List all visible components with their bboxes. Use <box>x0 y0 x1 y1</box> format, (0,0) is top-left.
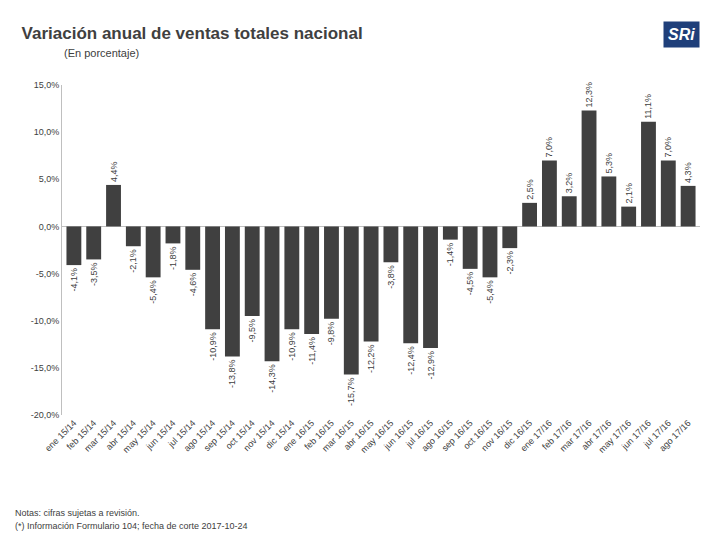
svg-text:-12,4%: -12,4% <box>406 346 416 375</box>
svg-text:-20,0%: -20,0% <box>31 410 60 420</box>
svg-text:-3,8%: -3,8% <box>386 265 396 289</box>
svg-text:5,0%: 5,0% <box>39 174 60 184</box>
svg-text:-15,0%: -15,0% <box>31 363 60 373</box>
svg-text:oct 16/15: oct 16/15 <box>461 418 494 451</box>
svg-text:-12,9%: -12,9% <box>426 351 436 380</box>
svg-text:-9,8%: -9,8% <box>326 322 336 346</box>
svg-text:sep 15/14: sep 15/14 <box>202 418 237 453</box>
svg-text:10,0%: 10,0% <box>34 127 60 137</box>
svg-text:mar 17/16: mar 17/16 <box>558 418 594 454</box>
svg-text:-4,6%: -4,6% <box>188 273 198 297</box>
svg-text:may 16/15: may 16/15 <box>359 418 396 455</box>
svg-text:-4,5%: -4,5% <box>465 272 475 296</box>
svg-text:11,1%: 11,1% <box>643 94 653 119</box>
svg-text:jun 16/15: jun 16/15 <box>381 418 415 452</box>
svg-text:SRi: SRi <box>668 26 695 43</box>
svg-text:feb 15/14: feb 15/14 <box>65 418 99 452</box>
svg-text:Notas: cifras sujetas a revisi: Notas: cifras sujetas a revisión. <box>15 508 140 518</box>
svg-text:15,0%: 15,0% <box>34 80 60 90</box>
svg-text:-11,4%: -11,4% <box>307 337 317 365</box>
svg-text:ago 17/16: ago 17/16 <box>657 418 692 453</box>
svg-text:-1,8%: -1,8% <box>168 246 178 270</box>
svg-text:abr 15/14: abr 15/14 <box>104 418 138 452</box>
svg-text:may 17/16: may 17/16 <box>596 418 633 455</box>
svg-text:dic 15/14: dic 15/14 <box>264 418 297 451</box>
svg-text:jul 15/14: jul 15/14 <box>166 418 198 450</box>
svg-text:4,3%: 4,3% <box>683 162 693 183</box>
svg-text:jul 17/16: jul 17/16 <box>641 418 673 450</box>
svg-text:nov 16/15: nov 16/15 <box>479 418 514 453</box>
svg-text:ene 16/15: ene 16/15 <box>281 418 316 453</box>
svg-text:-3,5%: -3,5% <box>89 262 99 286</box>
svg-text:-12,2%: -12,2% <box>366 344 376 373</box>
svg-text:-2,1%: -2,1% <box>128 249 138 273</box>
svg-text:-9,5%: -9,5% <box>247 319 257 343</box>
svg-text:5,3%: 5,3% <box>604 153 614 174</box>
svg-text:2,5%: 2,5% <box>525 179 535 200</box>
svg-text:-10,0%: -10,0% <box>31 316 60 326</box>
svg-text:oct 15/14: oct 15/14 <box>224 418 257 451</box>
svg-text:may 15/14: may 15/14 <box>121 418 158 455</box>
svg-text:abr 17/16: abr 17/16 <box>579 418 613 452</box>
svg-text:-5,0%: -5,0% <box>36 269 60 279</box>
svg-text:sep 16/15: sep 16/15 <box>440 418 475 453</box>
svg-text:-14,3%: -14,3% <box>267 364 277 393</box>
svg-text:jun 15/14: jun 15/14 <box>144 418 178 452</box>
svg-text:dic 16/15: dic 16/15 <box>501 418 534 451</box>
svg-text:4,4%: 4,4% <box>109 161 119 182</box>
svg-text:jun 17/16: jun 17/16 <box>619 418 653 452</box>
svg-text:-1,4%: -1,4% <box>445 243 455 267</box>
svg-text:(En porcentaje): (En porcentaje) <box>64 47 139 59</box>
svg-text:-4,1%: -4,1% <box>69 268 79 292</box>
svg-text:Variación anual de ventas tota: Variación anual de ventas totales nacion… <box>22 24 363 43</box>
svg-text:12,3%: 12,3% <box>584 82 594 108</box>
svg-text:mar 16/15: mar 16/15 <box>320 418 356 454</box>
svg-text:-5,4%: -5,4% <box>148 280 158 304</box>
svg-text:2,1%: 2,1% <box>624 183 634 204</box>
svg-text:nov 15/14: nov 15/14 <box>242 418 277 453</box>
svg-text:ene 15/14: ene 15/14 <box>43 418 78 453</box>
svg-text:-13,8%: -13,8% <box>227 360 237 389</box>
svg-text:-5,4%: -5,4% <box>485 280 495 304</box>
svg-text:(*) Información Formulario 104: (*) Información Formulario 104; fecha de… <box>15 521 248 531</box>
svg-text:0,0%: 0,0% <box>39 222 60 232</box>
svg-text:-10,9%: -10,9% <box>287 332 297 361</box>
svg-text:-15,7%: -15,7% <box>346 377 356 406</box>
svg-text:ago 15/14: ago 15/14 <box>182 418 217 453</box>
svg-text:3,2%: 3,2% <box>564 173 574 194</box>
svg-text:ene 17/16: ene 17/16 <box>519 418 554 453</box>
svg-text:feb 17/16: feb 17/16 <box>540 418 574 452</box>
svg-text:-2,3%: -2,3% <box>505 251 515 275</box>
svg-text:ago 16/15: ago 16/15 <box>420 418 455 453</box>
svg-text:mar 15/14: mar 15/14 <box>82 418 118 454</box>
svg-text:-10,9%: -10,9% <box>208 332 218 361</box>
svg-text:abr 16/15: abr 16/15 <box>342 418 376 452</box>
svg-text:jul 16/15: jul 16/15 <box>403 418 435 450</box>
svg-text:7,0%: 7,0% <box>544 137 554 158</box>
svg-text:feb 16/15: feb 16/15 <box>302 418 336 452</box>
svg-text:7,0%: 7,0% <box>663 137 673 158</box>
